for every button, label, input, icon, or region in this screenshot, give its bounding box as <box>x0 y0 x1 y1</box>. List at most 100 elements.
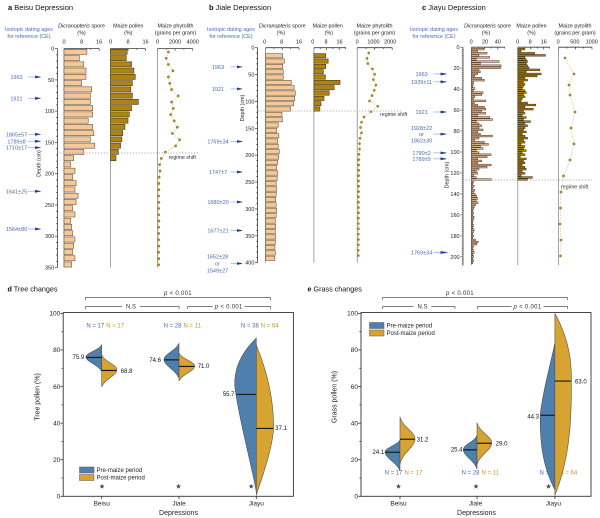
svg-text:350: 350 <box>245 234 254 240</box>
svg-text:40: 40 <box>453 87 459 93</box>
svg-text:Dicranopteris spore: Dicranopteris spore <box>259 24 306 30</box>
svg-text:100: 100 <box>49 311 60 318</box>
svg-text:16: 16 <box>296 40 302 46</box>
svg-text:(%): (%) <box>77 31 86 37</box>
svg-text:c Jiayu Depression: c Jiayu Depression <box>422 3 486 12</box>
svg-text:100: 100 <box>245 100 254 106</box>
svg-text:0: 0 <box>263 40 266 46</box>
svg-text:0: 0 <box>51 47 54 53</box>
svg-text:20: 20 <box>53 457 61 464</box>
svg-text:(%): (%) <box>482 31 491 37</box>
svg-text:1789±8: 1789±8 <box>7 139 25 145</box>
svg-text:8: 8 <box>80 40 83 46</box>
svg-text:p < 0.001: p < 0.001 <box>214 305 243 311</box>
svg-text:N = 28: N = 28 <box>164 324 183 330</box>
svg-text:0: 0 <box>557 40 560 46</box>
svg-text:71.0: 71.0 <box>198 364 210 370</box>
svg-text:or: or <box>215 262 220 268</box>
svg-text:2000: 2000 <box>169 40 181 46</box>
svg-text:N = 11: N = 11 <box>482 471 500 477</box>
svg-text:Depth (cm): Depth (cm) <box>240 94 246 121</box>
svg-text:N = 11: N = 11 <box>184 324 202 330</box>
svg-text:16: 16 <box>142 40 148 46</box>
svg-text:p < 0.001: p < 0.001 <box>513 305 542 311</box>
svg-text:16: 16 <box>541 40 547 46</box>
svg-text:4000: 4000 <box>187 40 199 46</box>
svg-text:0: 0 <box>356 40 359 46</box>
svg-text:8: 8 <box>324 40 327 46</box>
svg-text:N.S: N.S <box>126 305 136 311</box>
svg-text:(grains per gram): (grains per gram) <box>155 31 197 37</box>
svg-text:8: 8 <box>280 40 283 46</box>
svg-text:20: 20 <box>482 40 488 46</box>
svg-text:500: 500 <box>570 40 579 46</box>
svg-text:8: 8 <box>529 40 532 46</box>
svg-text:68.8: 68.8 <box>121 369 133 375</box>
svg-text:1747±7: 1747±7 <box>209 170 227 176</box>
svg-text:1921: 1921 <box>10 96 22 102</box>
svg-text:Post-maize period: Post-maize period <box>387 331 435 337</box>
svg-text:0: 0 <box>457 45 460 51</box>
svg-text:1769±34: 1769±34 <box>207 140 228 146</box>
svg-text:p < 0.001: p < 0.001 <box>163 291 192 297</box>
svg-text:100: 100 <box>450 150 459 156</box>
svg-text:for reference (CE): for reference (CE) <box>209 34 252 40</box>
svg-text:0: 0 <box>470 40 473 46</box>
svg-text:Grass pollen (%): Grass pollen (%) <box>332 371 339 423</box>
svg-text:Dicranopteris spore: Dicranopteris spore <box>58 24 105 30</box>
svg-text:44.3: 44.3 <box>527 414 539 420</box>
svg-text:40: 40 <box>495 40 501 46</box>
svg-text:50: 50 <box>48 78 54 84</box>
svg-text:N = 17: N = 17 <box>86 324 105 330</box>
svg-text:200: 200 <box>245 153 254 159</box>
svg-text:1000: 1000 <box>367 40 379 46</box>
svg-text:p < 0.001: p < 0.001 <box>445 291 474 297</box>
svg-text:N = 17: N = 17 <box>385 471 404 477</box>
svg-text:Maize pollen: Maize pollen <box>113 24 143 30</box>
svg-text:0: 0 <box>109 40 112 46</box>
svg-text:e Grass changes: e Grass changes <box>308 285 363 294</box>
svg-text:Depth (cm): Depth (cm) <box>445 161 451 188</box>
svg-text:40: 40 <box>351 420 359 427</box>
svg-text:1549±27: 1549±27 <box>207 269 228 275</box>
svg-text:16: 16 <box>336 40 342 46</box>
svg-text:1680±20: 1680±20 <box>207 200 228 206</box>
svg-text:Depth (cm): Depth (cm) <box>37 150 43 177</box>
svg-text:0: 0 <box>57 494 61 501</box>
svg-text:N.S: N.S <box>417 305 427 311</box>
svg-text:Isotopic dating ages: Isotopic dating ages <box>5 27 53 33</box>
svg-text:74.6: 74.6 <box>149 358 161 364</box>
svg-text:Maize pollen: Maize pollen <box>313 24 343 30</box>
svg-text:Tree pollen (%): Tree pollen (%) <box>35 373 42 421</box>
svg-text:16: 16 <box>96 40 102 46</box>
svg-text:Maize phytolith: Maize phytolith <box>158 24 194 30</box>
svg-text:20: 20 <box>351 457 359 464</box>
svg-text:400: 400 <box>245 261 254 267</box>
svg-text:Jiayu: Jiayu <box>546 501 562 508</box>
svg-text:50: 50 <box>248 73 254 79</box>
svg-text:(%): (%) <box>124 31 133 37</box>
svg-text:2000: 2000 <box>384 40 396 46</box>
svg-text:Pre-maize period: Pre-maize period <box>387 324 433 330</box>
svg-text:31.2: 31.2 <box>417 438 429 444</box>
svg-text:N = 17: N = 17 <box>405 471 424 477</box>
svg-text:Depressions: Depressions <box>457 510 496 517</box>
svg-text:1710±17: 1710±17 <box>6 146 27 152</box>
svg-text:0: 0 <box>516 40 519 46</box>
svg-text:60: 60 <box>53 384 61 391</box>
svg-text:Isotopic dating ages: Isotopic dating ages <box>207 27 255 33</box>
svg-text:80: 80 <box>453 129 459 135</box>
svg-text:regime shift: regime shift <box>169 155 197 161</box>
svg-text:0: 0 <box>311 40 314 46</box>
svg-text:25.4: 25.4 <box>451 448 463 454</box>
svg-text:N = 64: N = 64 <box>261 324 280 330</box>
svg-text:37.1: 37.1 <box>275 426 287 432</box>
svg-text:N = 38: N = 38 <box>241 324 260 330</box>
svg-text:20: 20 <box>453 66 459 72</box>
svg-text:Maize phytolith: Maize phytolith <box>357 24 393 30</box>
svg-text:1862±30: 1862±30 <box>411 138 432 144</box>
svg-text:0: 0 <box>156 40 159 46</box>
svg-text:N = 28: N = 28 <box>462 471 481 477</box>
svg-text:29.0: 29.0 <box>496 442 508 448</box>
svg-text:200: 200 <box>450 255 459 261</box>
